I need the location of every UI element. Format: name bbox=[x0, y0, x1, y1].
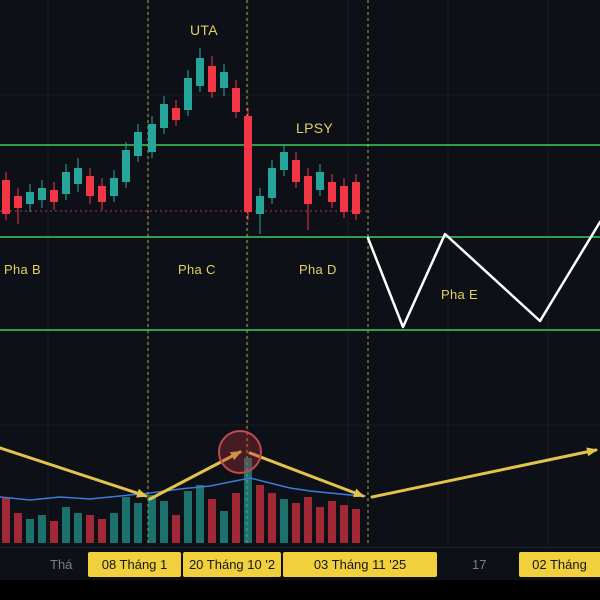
time-axis-label: 17 bbox=[472, 557, 487, 572]
date-range-chip: 03 Tháng 11 '25 bbox=[283, 552, 437, 577]
highlight-circle[interactable] bbox=[218, 430, 262, 474]
volume-series bbox=[2, 458, 360, 543]
projection-zigzag[interactable] bbox=[366, 220, 600, 329]
phase-separator-lines[interactable] bbox=[147, 0, 369, 546]
date-range-chip: 02 Tháng bbox=[519, 552, 600, 577]
candlestick-series bbox=[2, 48, 360, 234]
time-axis-label-partial: Thá bbox=[50, 557, 73, 572]
annotation-uta[interactable]: UTA bbox=[190, 22, 218, 38]
date-range-chip: 20 Tháng 10 '2 bbox=[183, 552, 281, 577]
date-range-chip: 08 Tháng 1 bbox=[88, 552, 181, 577]
annotation-phase-e[interactable]: Pha E bbox=[441, 287, 478, 302]
volume-ma-line bbox=[0, 477, 367, 501]
trend-arrows[interactable] bbox=[0, 446, 598, 501]
annotation-phase-b[interactable]: Pha B bbox=[4, 262, 41, 277]
annotation-phase-d[interactable]: Pha D bbox=[299, 262, 337, 277]
annotation-lpsy[interactable]: LPSY bbox=[296, 120, 333, 136]
support-resistance-lines[interactable] bbox=[0, 144, 600, 331]
time-axis[interactable]: Thá 08 Tháng 1 20 Tháng 10 '2 03 Tháng 1… bbox=[0, 547, 600, 580]
annotation-phase-c[interactable]: Pha C bbox=[178, 262, 216, 277]
bottom-strip bbox=[0, 580, 600, 600]
